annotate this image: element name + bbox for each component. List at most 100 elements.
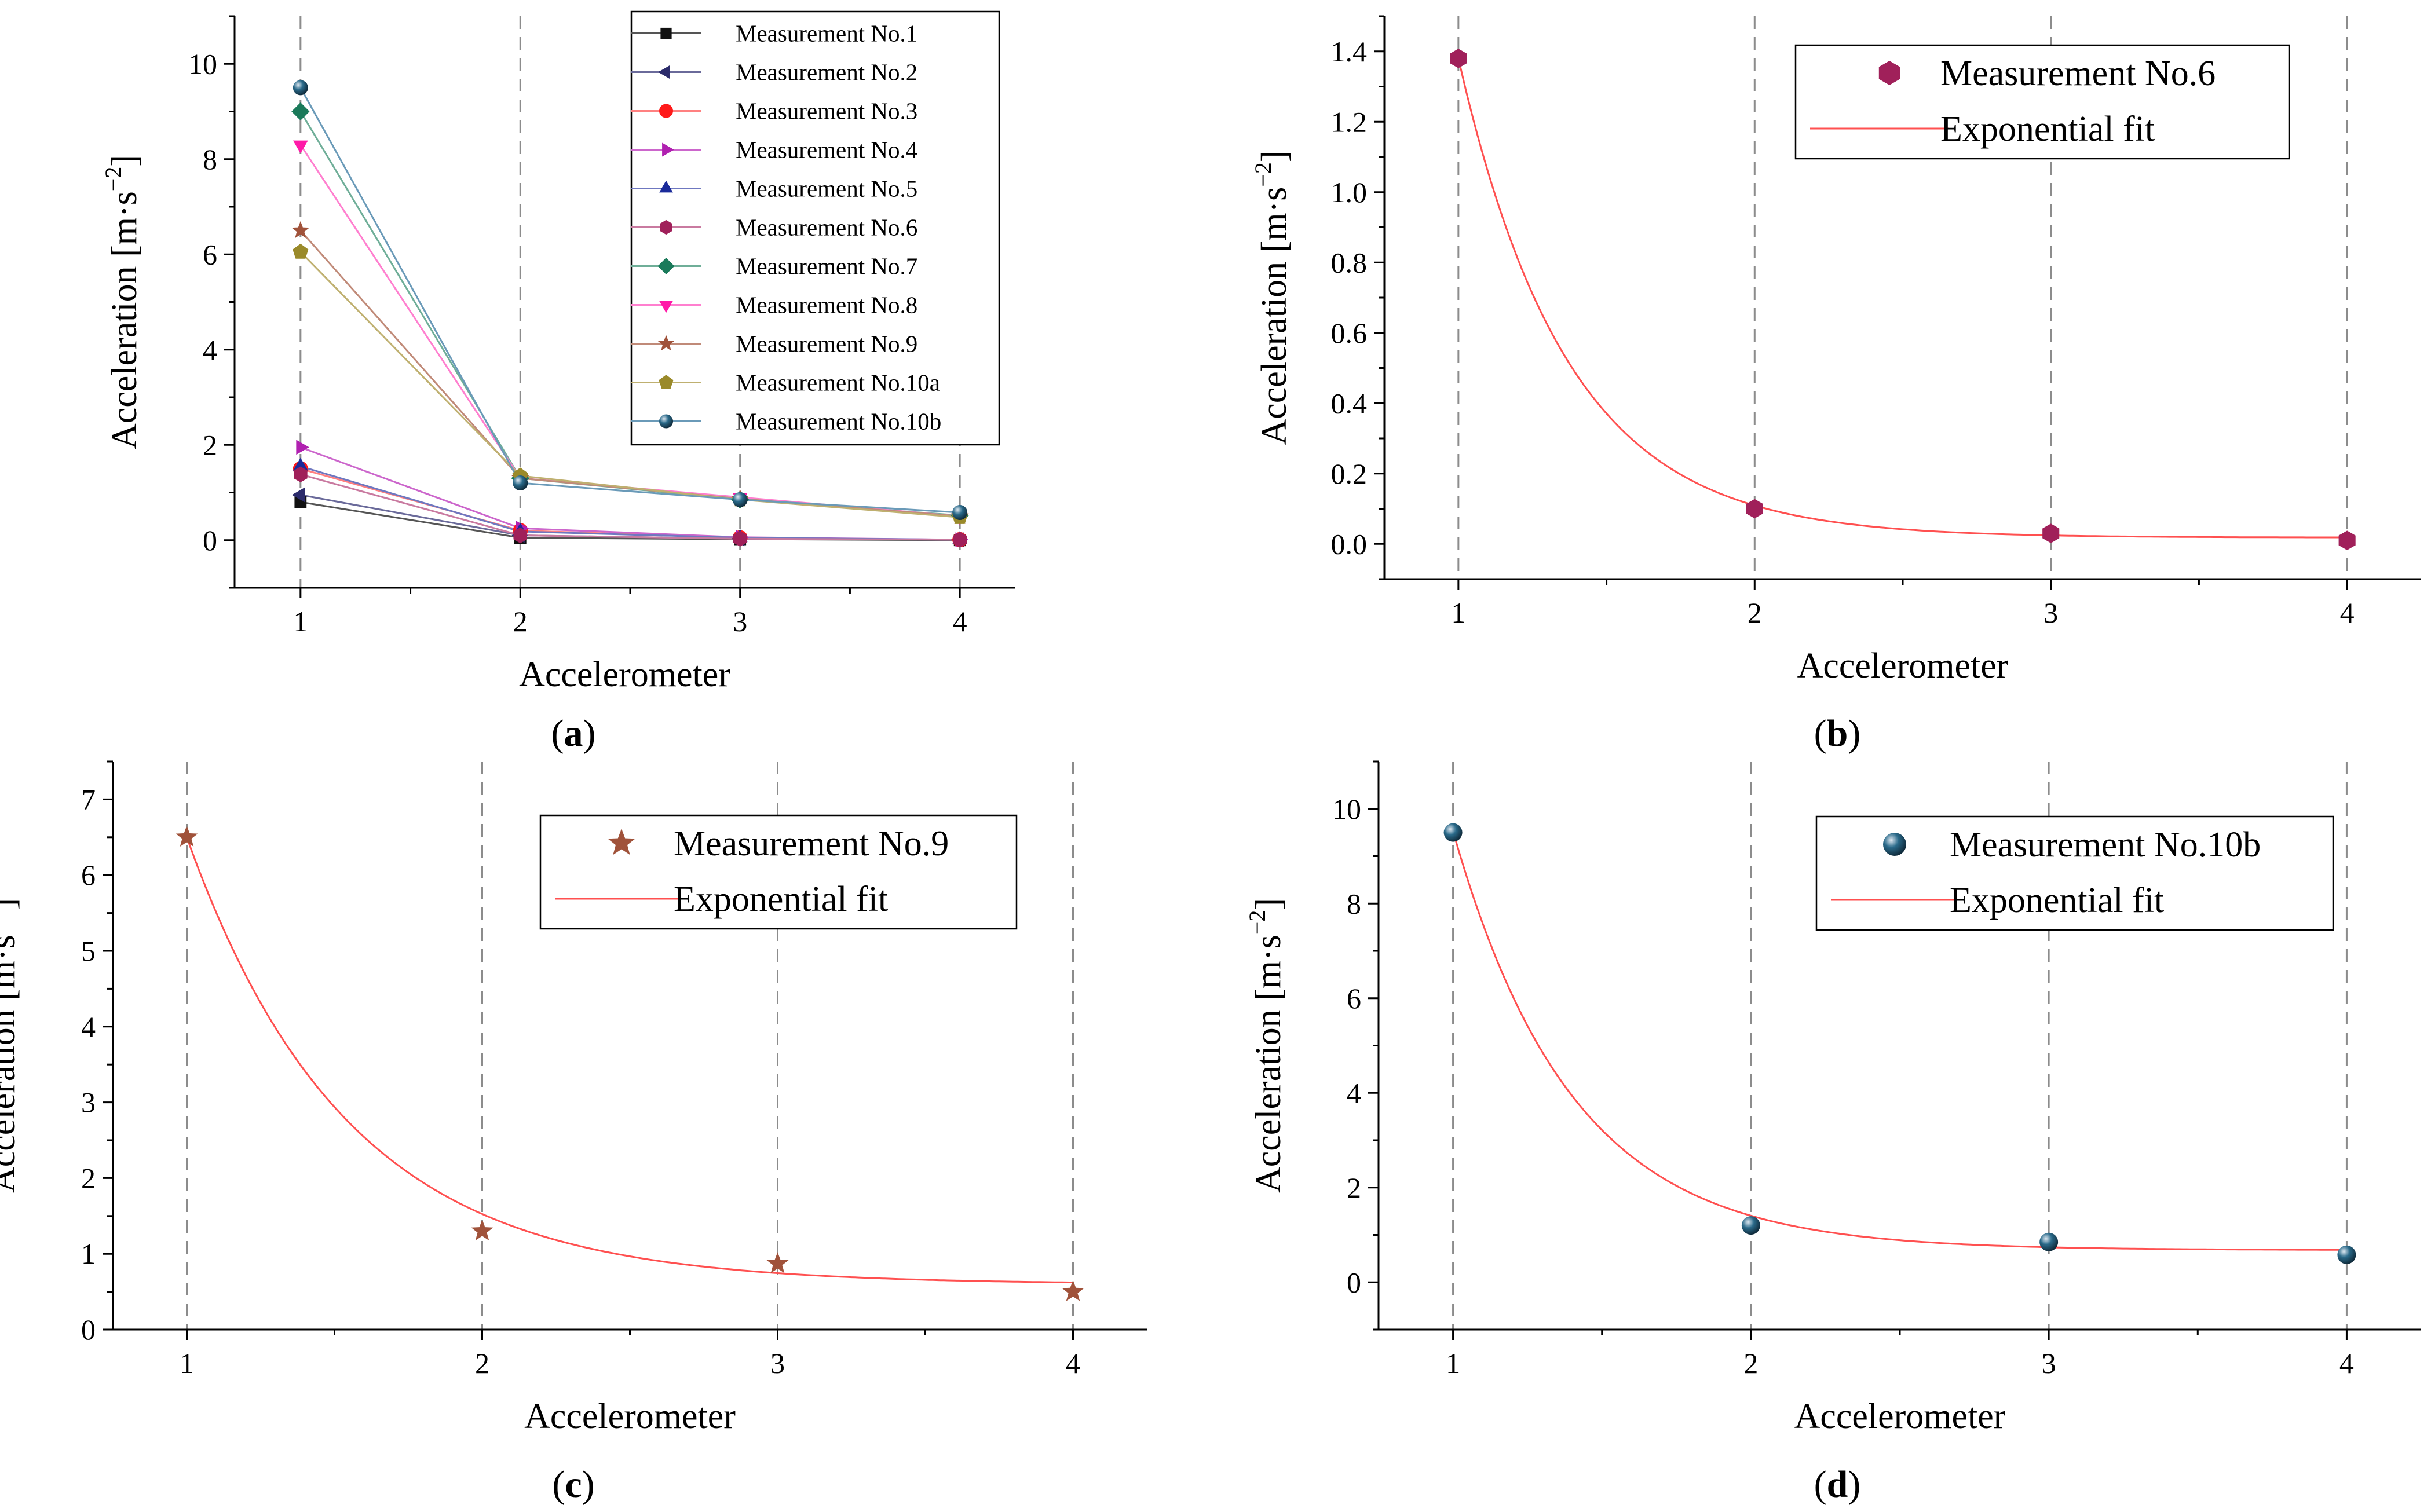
legend-label: Measurement No.9 — [674, 824, 949, 863]
legend-label: Measurement No.10a — [736, 369, 940, 396]
x-tick-label: 4 — [2340, 596, 2355, 629]
legend-label: Measurement No.2 — [736, 59, 917, 86]
legend-marker — [1878, 61, 1900, 85]
data-point — [291, 487, 305, 503]
data-point — [293, 243, 309, 259]
legend-label: Exponential fit — [1950, 881, 2164, 920]
y-tick-label: 8 — [203, 143, 217, 175]
y-tick-label: 10 — [188, 47, 217, 80]
y-tick-label: 1.4 — [1331, 35, 1368, 68]
x-axis-title: Accelerometer — [1797, 646, 2009, 686]
panel-c-chart: 1 2 3 4 0 1 2 3 4 5 6 7 Accelerometer Acceleration [m… — [0, 760, 1147, 1436]
panel-label-b: (b) — [1814, 712, 1861, 755]
x-tick-label: 3 — [2042, 1347, 2056, 1379]
series-line — [300, 446, 960, 541]
fit-curve — [1457, 58, 2348, 539]
data-point — [296, 440, 309, 455]
legend-marker — [608, 829, 635, 855]
legend-box — [1794, 44, 2290, 160]
y-tick-label: 4 — [81, 1011, 96, 1043]
legend-marker — [657, 335, 675, 351]
y-axis-title: Acceleration [m·s−2] — [1244, 898, 1288, 1193]
data-point — [1746, 499, 1763, 519]
legend-marker — [659, 180, 673, 193]
series-line — [300, 467, 960, 541]
legend-marker — [662, 142, 674, 157]
y-tick-label: 1.2 — [1331, 105, 1368, 138]
legend-marker — [659, 104, 673, 118]
legend-label: Measurement No.6 — [1940, 54, 2216, 93]
panel-a-chart: 1 2 3 4 0 2 4 6 8 10 Accelerometer Acceleration [m·… — [100, 10, 1015, 694]
legend-label: Measurement No.3 — [736, 98, 917, 125]
legend-label: Measurement No.8 — [736, 292, 917, 318]
data-point — [294, 466, 308, 482]
y-tick-label: 1.0 — [1331, 176, 1368, 208]
x-tick-label: 4 — [2339, 1347, 2354, 1379]
panel-b-chart: 1 2 3 4 0.0 0.2 0.4 0.6 0.8 1.0 1.2 1.4 Acceleromete… — [1250, 15, 2421, 686]
data-point — [2042, 523, 2060, 543]
data-point — [291, 102, 310, 121]
x-tick-label: 2 — [1748, 596, 1762, 629]
y-tick-label: 0.2 — [1331, 457, 1368, 490]
panel-label-d: (d) — [1814, 1463, 1861, 1506]
data-point — [2039, 1232, 2059, 1251]
y-axis-title: Acceleration [m·s−2] — [0, 898, 23, 1193]
data-point — [2337, 1245, 2356, 1264]
legend-label: Measurement No.4 — [736, 137, 917, 163]
legend-marker — [659, 414, 673, 429]
x-tick-label: 1 — [293, 605, 308, 638]
y-tick-label: 2 — [203, 429, 217, 461]
y-tick-label: 0 — [1347, 1266, 1361, 1298]
data-point — [953, 532, 967, 548]
x-tick-label: 1 — [180, 1347, 194, 1379]
x-tick-label: 1 — [1451, 596, 1465, 629]
y-tick-label: 6 — [81, 859, 96, 891]
x-tick-label: 3 — [733, 605, 747, 638]
y-axis-title: Acceleration [m·s−2] — [1250, 150, 1294, 445]
legend-marker — [658, 65, 670, 79]
y-tick-label: 0 — [81, 1313, 96, 1346]
y-tick-label: 2 — [81, 1162, 96, 1194]
legend-marker — [660, 27, 672, 39]
legend-marker — [659, 375, 674, 389]
y-tick-label: 0.6 — [1331, 317, 1368, 349]
legend-label: Measurement No.1 — [736, 20, 917, 47]
legend-marker — [660, 219, 672, 235]
y-tick-label: 0.4 — [1331, 387, 1368, 419]
y-tick-label: 0.0 — [1331, 528, 1368, 560]
data-point — [732, 492, 748, 507]
y-tick-label: 1 — [81, 1238, 96, 1270]
legend-label: Exponential fit — [1940, 109, 2155, 149]
data-point — [293, 457, 308, 471]
data-point — [1741, 1216, 1760, 1235]
y-axis-title: Acceleration [m·s−2] — [100, 155, 144, 449]
series-line — [299, 251, 960, 518]
fit-curve — [186, 837, 1073, 1283]
x-tick-label: 1 — [1446, 1347, 1460, 1379]
data-point — [1450, 49, 1467, 68]
x-tick-label: 2 — [513, 605, 528, 638]
y-tick-label: 7 — [81, 783, 96, 815]
series-line — [300, 465, 960, 541]
y-tick-label: 10 — [1332, 793, 1361, 825]
data-point — [291, 221, 310, 239]
data-point — [1443, 823, 1463, 842]
legend-label: Measurement No.10b — [1950, 825, 2261, 865]
x-axis-title: Accelerometer — [519, 655, 730, 694]
y-tick-label: 6 — [1347, 982, 1361, 1015]
legend-label: Measurement No.10b — [736, 408, 941, 435]
y-tick-label: 3 — [81, 1086, 96, 1119]
series-line — [300, 473, 960, 541]
data-point — [293, 80, 308, 96]
legend-label: Measurement No.9 — [736, 331, 917, 357]
y-tick-label: 0.8 — [1331, 246, 1368, 279]
legend-marker — [659, 301, 673, 313]
x-axis-title: Accelerometer — [524, 1397, 736, 1436]
y-tick-label: 2 — [1347, 1171, 1361, 1204]
data-point — [471, 1219, 493, 1241]
y-tick-label: 4 — [203, 334, 217, 366]
data-point — [2338, 530, 2356, 550]
data-point — [1062, 1280, 1084, 1301]
y-tick-label: 4 — [1347, 1077, 1361, 1109]
legend-label: Exponential fit — [674, 880, 888, 919]
